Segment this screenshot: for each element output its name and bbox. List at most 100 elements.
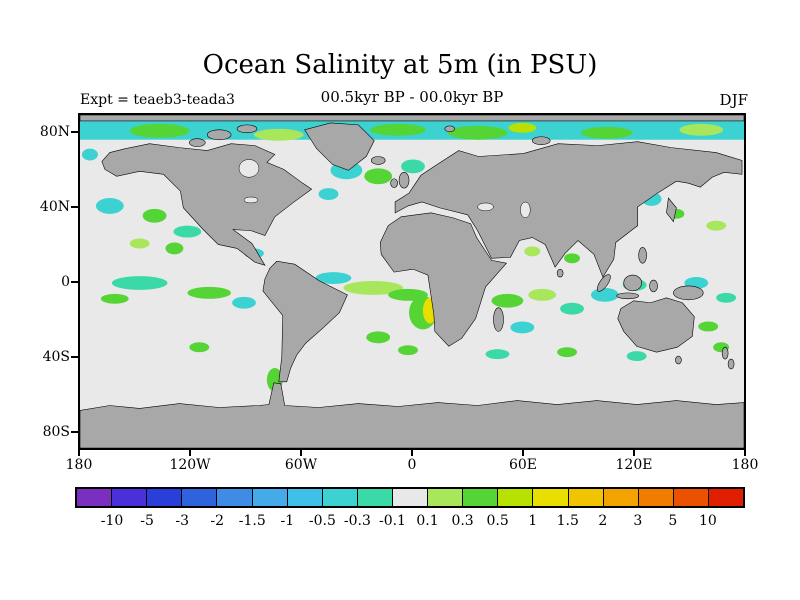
island-ireland [390, 178, 398, 188]
north-america [101, 143, 313, 266]
island-new-zealand [721, 346, 729, 360]
anomaly-patch [564, 253, 580, 264]
plot-subtitle: 00.5kyr BP - 00.0kyr BP [320, 88, 504, 106]
colorbar-segment [111, 489, 147, 506]
anomaly-patch [129, 238, 150, 249]
anomaly-patch [364, 168, 393, 185]
colorbar-tick-label: 1.5 [556, 513, 579, 529]
colorbar-segment [637, 489, 673, 506]
anomaly-patch [189, 342, 210, 353]
island-new-zealand [727, 358, 735, 370]
island-java [616, 292, 639, 300]
island-japan [666, 197, 677, 223]
lon-tick-label: 180 [731, 457, 759, 473]
lon-tick-mark [300, 450, 302, 456]
lat-tick-label: 40N [39, 198, 70, 215]
lon-tick-label: 60E [508, 457, 538, 473]
island-borneo [623, 274, 642, 292]
greenland [304, 122, 375, 171]
colorbar-segment [391, 489, 428, 506]
colorbar-tick-label: -0.3 [343, 513, 371, 529]
anomaly-patch [165, 242, 184, 255]
colorbar-segment [707, 489, 744, 506]
lat-tick-mark [71, 280, 78, 283]
lon-tick-mark [633, 450, 635, 456]
colorbar-tick-label: 0.1 [416, 513, 439, 529]
colorbar-tick-label: 2 [598, 513, 608, 529]
great-lakes [243, 196, 259, 204]
anomaly-patch [528, 288, 557, 301]
colorbar-tick-label: -5 [140, 513, 154, 529]
island-britain [398, 172, 410, 189]
anomaly-patch [187, 286, 232, 299]
island-madagascar [493, 307, 504, 332]
colorbar-segment [251, 489, 287, 506]
lon-tick-label: 0 [407, 457, 417, 473]
lat-tick-label: 0 [61, 273, 70, 290]
anomaly-patch [557, 347, 578, 358]
colorbar-tick-label: 0.5 [486, 513, 509, 529]
anomaly-patch [560, 302, 584, 315]
colorbar-tick-label: -1.5 [238, 513, 266, 529]
anomaly-patch [716, 292, 737, 303]
colorbar-tick-label: 0.3 [451, 513, 474, 529]
lat-tick-mark [71, 130, 78, 133]
anomaly-patch [485, 349, 510, 360]
island-philippines [638, 247, 647, 264]
lat-tick-mark [71, 355, 78, 358]
anomaly-patch [129, 123, 190, 138]
australia [617, 297, 695, 353]
colorbar-segment [427, 489, 463, 506]
anomaly-patch [447, 125, 508, 140]
colorbar-tick-label: -2 [210, 513, 225, 529]
lon-tick-label: 180 [65, 457, 93, 473]
lon-tick-label: 120E [615, 457, 653, 473]
arctic-rim [80, 115, 744, 122]
lat-tick-label: 80S [42, 423, 70, 440]
anomaly-patch [318, 188, 339, 200]
island-sri-lanka [556, 268, 564, 278]
anomaly-patch [590, 287, 619, 302]
anomaly-patch [698, 321, 719, 332]
island-sulawesi [649, 279, 658, 293]
colorbar-segment [216, 489, 252, 506]
island-new-guinea [673, 285, 704, 301]
anomaly-patch [370, 123, 426, 136]
lon-tick-mark [78, 450, 80, 456]
lat-tick-label: 40S [42, 348, 70, 365]
anomaly-patch [142, 208, 167, 223]
colorbar-segment [672, 489, 708, 506]
anomaly-patch [679, 123, 724, 136]
black-sea [477, 202, 494, 212]
anomaly-patch [491, 293, 524, 308]
island-sumatra [596, 274, 611, 292]
anomaly-patch [401, 159, 425, 174]
anomaly-patch [253, 128, 304, 141]
lat-tick-label: 80N [39, 123, 70, 140]
south-america [262, 260, 348, 383]
island [206, 129, 232, 140]
colorbar [75, 487, 745, 508]
world-map [80, 115, 744, 448]
anomaly-patch [706, 220, 727, 231]
anomaly-patch [232, 296, 256, 309]
island-tasmania [675, 355, 682, 365]
africa [379, 212, 507, 347]
map-frame [78, 113, 746, 450]
lon-tick-mark [744, 450, 746, 456]
anomaly-patch [626, 351, 647, 362]
anomaly-patch [366, 331, 391, 344]
lon-tick-mark [522, 450, 524, 456]
colorbar-segment [602, 489, 638, 506]
eurasia [394, 141, 743, 278]
island [531, 136, 551, 145]
colorbar-tick-label: 5 [668, 513, 678, 529]
hudson-bay [238, 159, 260, 178]
caspian-sea [520, 201, 531, 219]
island [444, 125, 456, 133]
colorbar-segment [286, 489, 322, 506]
anomaly-patch [524, 246, 541, 257]
colorbar-tick-label: -10 [100, 513, 124, 529]
lon-tick-label: 120W [169, 457, 211, 473]
